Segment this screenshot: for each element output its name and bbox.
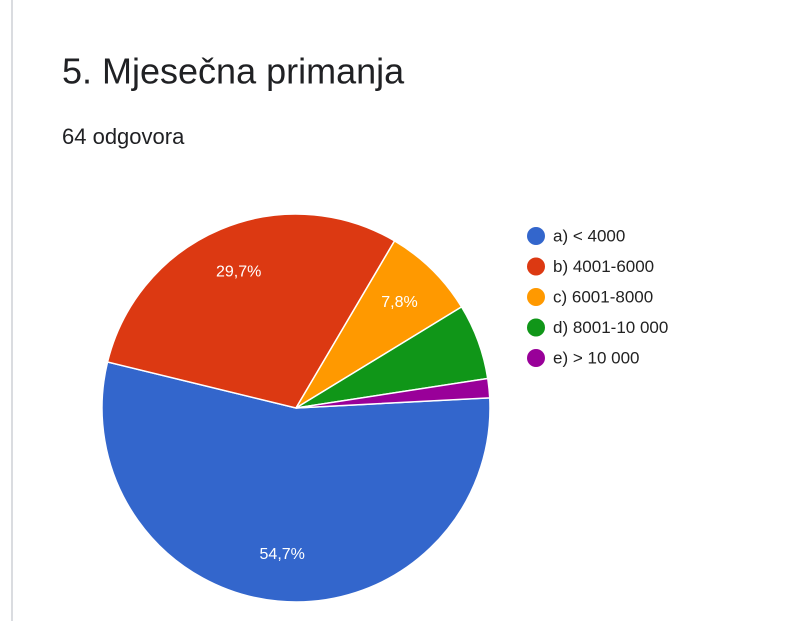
chart-subtitle: 64 odgovora: [62, 124, 185, 149]
slice-label: 29,7%: [216, 263, 261, 280]
legend-label: e) > 10 000: [553, 348, 640, 367]
legend-label: c) 6001-8000: [553, 287, 653, 306]
pie-slice: [295, 377, 491, 409]
chart-title: 5. Mjesečna primanja: [62, 51, 405, 92]
pie: 54,7% 29,7% 7,8%: [101, 213, 491, 603]
pie-slice: [106, 213, 396, 409]
pie-slice: [101, 361, 491, 603]
legend-swatch: [527, 257, 545, 276]
legend-label: b) 4001-6000: [553, 257, 654, 276]
legend-label: d) 8001-10 000: [553, 318, 668, 337]
slice-label: 54,7%: [260, 546, 305, 563]
legend-swatch: [527, 318, 545, 337]
legend-swatch: [527, 227, 545, 245]
pie-slice: [295, 239, 463, 409]
legend-label: a) < 4000: [553, 226, 625, 245]
legend-swatch: [527, 349, 545, 367]
legend-swatch: [527, 288, 545, 306]
slice-label: 7,8%: [381, 294, 417, 311]
legend: a) < 4000 b) 4001-6000 c) 6001-8000 d) 8001…: [527, 226, 668, 367]
